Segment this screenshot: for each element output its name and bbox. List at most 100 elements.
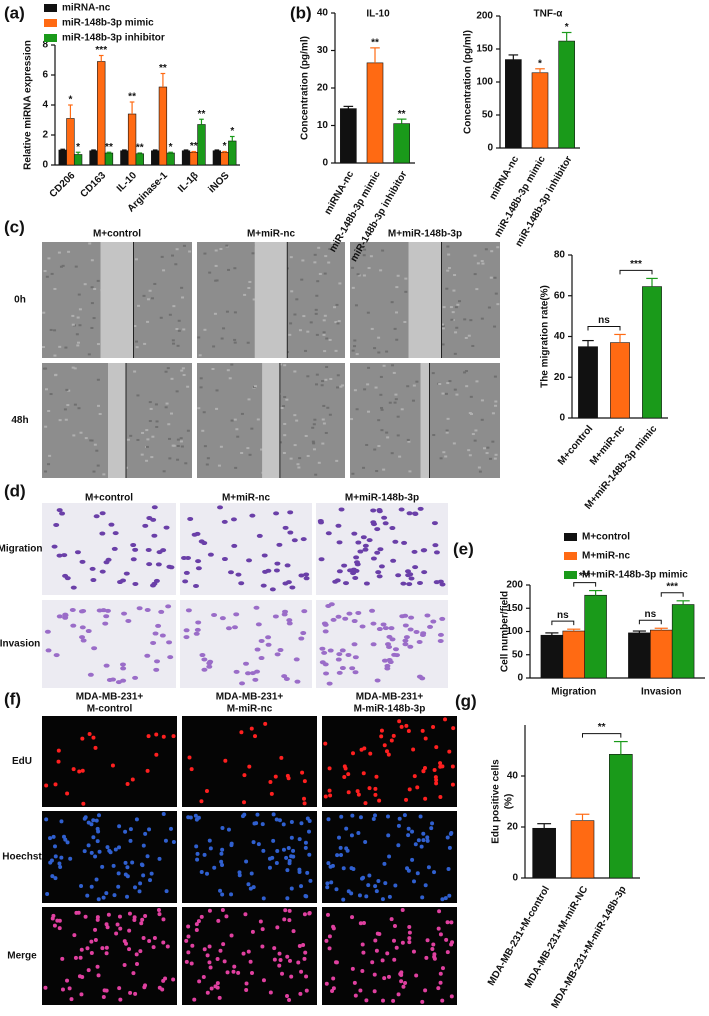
texture [380, 406, 384, 409]
texture [199, 377, 203, 380]
cell [420, 631, 427, 636]
nucleus [49, 858, 54, 863]
cell [277, 648, 284, 653]
y-tick-label: 0 [42, 160, 48, 171]
cell [207, 659, 214, 664]
texture [64, 418, 68, 421]
texture [351, 266, 355, 269]
cell [276, 542, 283, 547]
nucleus [91, 818, 96, 823]
cell [194, 627, 201, 632]
texture [477, 466, 481, 469]
nucleus [123, 860, 128, 865]
nucleus [133, 991, 138, 996]
nucleus [96, 897, 101, 902]
texture [481, 262, 485, 265]
nucleus [345, 848, 350, 853]
texture [90, 302, 94, 305]
cell [416, 581, 423, 586]
texture [235, 428, 239, 431]
texture [494, 400, 498, 403]
texture [380, 429, 384, 432]
cell [335, 614, 342, 619]
nucleus [358, 921, 363, 926]
nucleus [157, 985, 162, 990]
texture [314, 308, 318, 311]
nucleus [56, 748, 61, 753]
nucleus [116, 884, 121, 889]
micrograph [42, 600, 176, 688]
nucleus [361, 771, 366, 776]
nucleus [385, 951, 390, 956]
nucleus [95, 839, 100, 844]
nucleus [399, 970, 404, 975]
micrograph [316, 503, 448, 595]
cell [370, 621, 377, 626]
texture [215, 407, 219, 410]
cell [103, 614, 110, 619]
nucleus [205, 990, 210, 995]
y-tick-label: 60 [554, 290, 566, 301]
texture [362, 274, 366, 277]
row-label: EdU [12, 756, 32, 767]
cell [359, 624, 366, 629]
cell [284, 563, 291, 568]
significance-label: ** [136, 143, 144, 154]
texture [84, 437, 88, 440]
nucleus [324, 981, 329, 986]
texture [431, 372, 435, 375]
legend-swatch [44, 19, 57, 27]
cell [332, 579, 339, 584]
nucleus [396, 843, 401, 848]
texture [309, 321, 313, 324]
nucleus [281, 847, 286, 852]
texture [406, 385, 410, 388]
texture [306, 375, 310, 378]
bar [570, 820, 595, 879]
nucleus [389, 738, 394, 743]
y-axis-label: Concentration (pg/ml) [300, 36, 311, 140]
texture [314, 473, 318, 476]
cell [99, 569, 106, 574]
nucleus [138, 881, 143, 886]
nucleus [82, 816, 87, 821]
nucleus [423, 883, 428, 888]
nucleus [223, 758, 228, 763]
nucleus [218, 888, 223, 893]
nucleus [77, 769, 82, 774]
bar [340, 108, 357, 164]
nucleus [413, 842, 418, 847]
nucleus [104, 951, 109, 956]
cell [132, 547, 139, 552]
bracket-line [551, 620, 575, 626]
nucleus [363, 801, 368, 806]
texture [322, 404, 326, 407]
micrograph-bg [180, 600, 312, 688]
error-bar [137, 152, 143, 154]
nucleus [282, 917, 287, 922]
nucleus [65, 791, 70, 796]
cell [225, 626, 232, 631]
texture [377, 336, 381, 339]
texture [322, 319, 326, 322]
texture [213, 312, 217, 315]
significance-bracket: ns [587, 315, 621, 331]
nucleus [117, 914, 122, 919]
texture [180, 445, 184, 448]
significance-bracket: *** [619, 259, 653, 275]
cell [371, 522, 378, 527]
texture [338, 282, 342, 285]
texture [494, 292, 498, 295]
texture [404, 290, 408, 293]
cell [323, 671, 330, 676]
cell [374, 678, 381, 683]
nucleus [397, 816, 402, 821]
texture [446, 245, 450, 248]
nucleus [434, 745, 439, 750]
nucleus [106, 912, 111, 917]
texture [233, 267, 237, 270]
nucleus [208, 965, 213, 970]
nucleus [420, 728, 425, 733]
nucleus [438, 932, 443, 937]
texture [411, 399, 415, 402]
